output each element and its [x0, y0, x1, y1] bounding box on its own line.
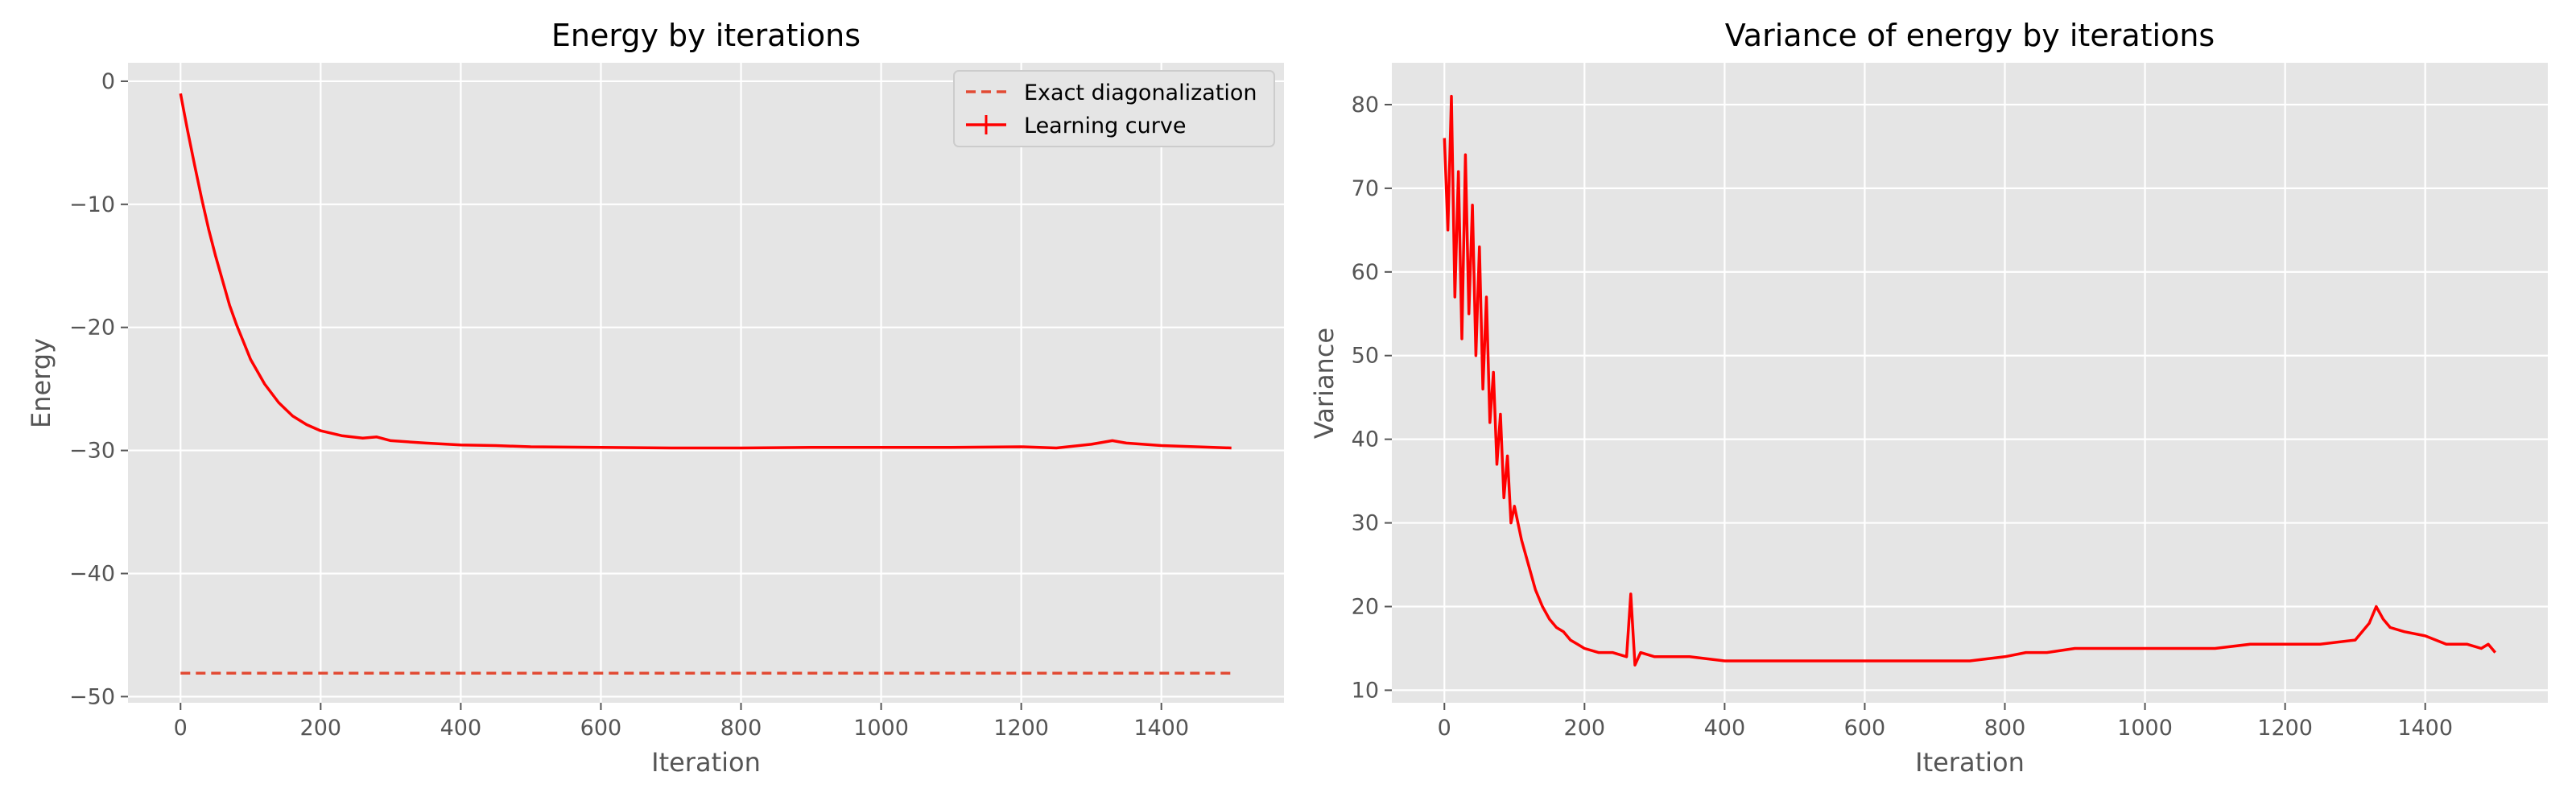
variance-y-tick-label: 50	[1352, 344, 1379, 369]
variance-x-axis-label: Iteration	[1915, 747, 2025, 778]
variance-x-tick-label: 800	[1984, 716, 2026, 741]
energy-y-tick-label: −20	[69, 316, 115, 341]
energy-legend: Exact diagonalization Learning curve	[953, 70, 1275, 147]
legend-entry-exact-diagonalization: Exact diagonalization	[1024, 80, 1257, 105]
energy-y-tick-label: −10	[69, 192, 115, 217]
energy-x-tick-label: 800	[720, 716, 762, 741]
energy-x-tick-label: 0	[174, 716, 188, 741]
energy-subplot: 0 200 400 600 800 1000 1200 1400 0 −10 −20 −30 −40 −…	[26, 18, 1284, 778]
energy-x-tick-label: 1000	[853, 716, 909, 741]
energy-chart-title: Energy by iterations	[551, 18, 861, 53]
variance-y-tick-label: 70	[1352, 176, 1379, 201]
variance-x-tick-label: 0	[1438, 716, 1451, 741]
energy-y-tick-label: −50	[69, 684, 115, 709]
variance-gridlines	[1392, 63, 2548, 703]
energy-series	[179, 93, 1232, 675]
legend-box	[953, 70, 1275, 147]
variance-x-tick-label: 400	[1704, 716, 1746, 741]
energy-x-tick-label: 200	[300, 716, 342, 741]
variance-y-tick-label: 80	[1352, 93, 1379, 118]
legend-entry-learning-curve: Learning curve	[1024, 114, 1186, 138]
energy-gridlines	[128, 63, 1284, 703]
energy-x-tick-label: 400	[440, 716, 482, 741]
energy-y-axis-label: Energy	[26, 338, 56, 428]
energy-x-tick-label: 1400	[1133, 716, 1189, 741]
variance-x-tick-label: 1000	[2117, 716, 2173, 741]
energy-x-tick-label: 600	[580, 716, 622, 741]
energy-y-tick-label: −40	[69, 561, 115, 586]
variance-y-ticks: 10 20 30 40 50 60 70 80	[1352, 93, 1392, 703]
variance-chart-title: Variance of energy by iterations	[1725, 18, 2215, 53]
energy-y-ticks: 0 −10 −20 −30 −40 −50	[69, 69, 128, 709]
energy-x-tick-label: 1200	[993, 716, 1049, 741]
energy-x-axis-label: Iteration	[651, 747, 761, 778]
variance-subplot: 0 200 400 600 800 1000 1200 1400 10 20 30 40 50 60 70…	[1309, 18, 2548, 778]
variance-y-tick-label: 40	[1352, 427, 1379, 452]
variance-x-tick-label: 1400	[2397, 716, 2453, 741]
variance-y-axis-label: Variance	[1309, 328, 1340, 439]
variance-series-line	[1443, 94, 2497, 667]
variance-x-ticks: 0 200 400 600 800 1000 1200 1400	[1438, 703, 2453, 741]
energy-x-ticks: 0 200 400 600 800 1000 1200 1400	[174, 703, 1189, 741]
variance-x-tick-label: 600	[1844, 716, 1886, 741]
variance-y-tick-label: 10	[1352, 678, 1379, 703]
variance-x-tick-label: 200	[1564, 716, 1606, 741]
variance-series	[1443, 94, 2497, 667]
energy-plot-area	[128, 63, 1284, 703]
variance-y-tick-label: 60	[1352, 260, 1379, 285]
energy-y-tick-label: 0	[101, 69, 115, 94]
variance-y-tick-label: 30	[1352, 511, 1379, 536]
variance-y-tick-label: 20	[1352, 594, 1379, 619]
energy-y-tick-label: −30	[69, 439, 115, 464]
variance-x-tick-label: 1200	[2257, 716, 2313, 741]
learning-curve-line	[179, 93, 1232, 450]
